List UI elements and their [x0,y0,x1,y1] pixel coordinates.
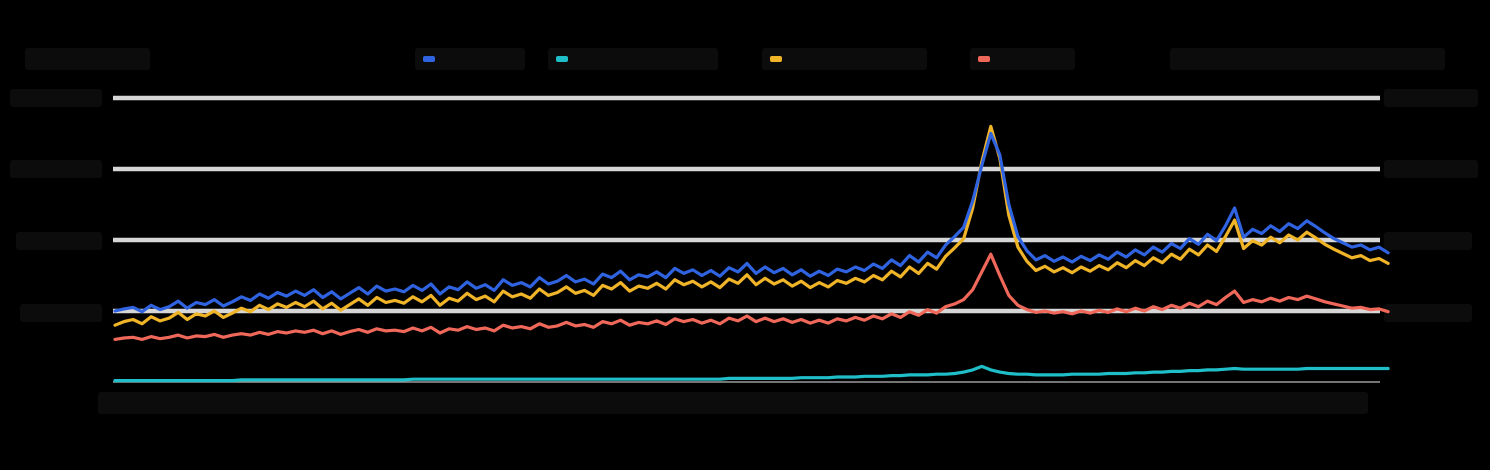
legend-swatch-orange [770,56,782,62]
obscured-label-2 [10,89,102,107]
obscured-label-3 [10,160,102,178]
obscured-label-0 [25,48,150,70]
obscured-label-5 [20,304,102,322]
series-line-blue [113,131,1390,314]
legend-swatch-blue [423,56,435,62]
obscured-label-9 [1384,304,1472,322]
obscured-label-8 [1384,232,1472,250]
series-line-red [113,252,1390,341]
legend [423,56,990,62]
series-line-orange [113,124,1390,327]
obscured-label-10 [98,392,1368,414]
obscured-label-13 [762,48,927,70]
obscured-label-7 [1384,160,1478,178]
grid [113,95,1380,383]
series-line-cyan [113,364,1390,383]
series-lines [113,124,1390,383]
obscured-labels [10,48,1478,414]
obscured-label-4 [16,232,102,250]
obscured-label-6 [1384,89,1478,107]
legend-swatch-cyan [556,56,568,62]
obscured-label-14 [970,48,1075,70]
obscured-label-12 [548,48,718,70]
obscured-label-11 [415,48,525,70]
legend-swatch-red [978,56,990,62]
obscured-label-1 [1170,48,1445,70]
